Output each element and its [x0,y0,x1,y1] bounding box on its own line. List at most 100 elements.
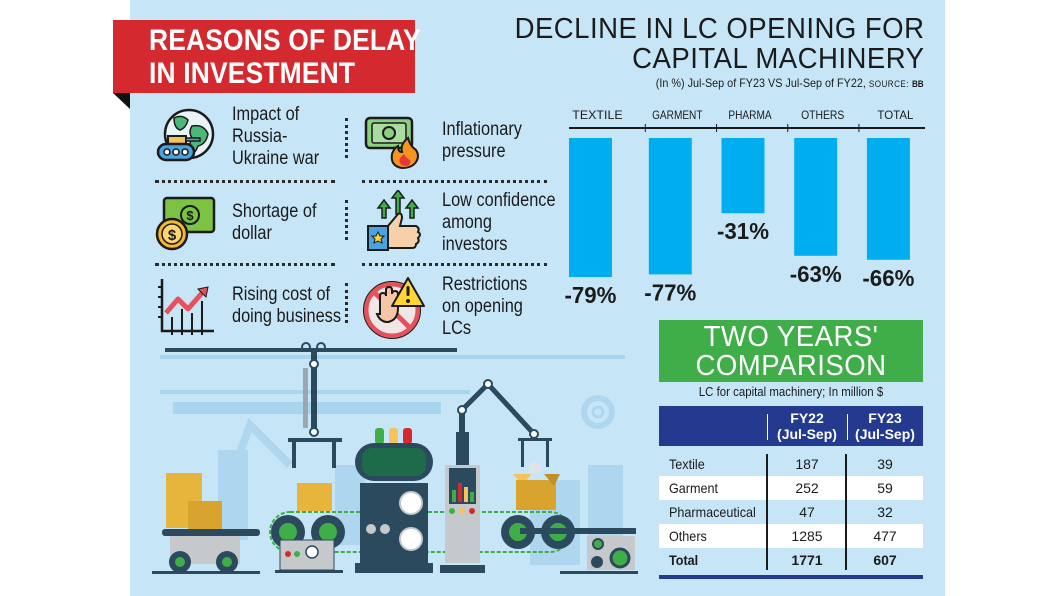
reason-low-confidence: Low confidence among investors [362,190,574,256]
bar-others [794,138,838,256]
reason-label: Restrictions on opening LCs [442,274,527,340]
row-fy23: 59 [877,480,893,496]
comparison-title: TWO YEARS' COMPARISON [659,320,923,382]
reason-label-line: Rising cost of [232,284,331,305]
column-divider [766,454,768,570]
reason-shortage-of-dollar: $ $ Shortage of dollar [152,190,330,256]
reason-label: Inflationary pressure [442,119,522,163]
category-label-pharma: PHARMA [728,108,771,122]
reason-label-line: Ukraine war [232,148,320,169]
bar-textile [569,138,612,278]
reason-label: Low confidence among investors [442,190,556,256]
row-fy23: 39 [877,456,893,472]
reason-divider [345,283,348,323]
reason-label-line: Low confidence [442,190,556,211]
row-name: Garment [669,480,719,496]
table-row: Garment 252 59 [659,476,923,500]
svg-text:$: $ [168,227,177,244]
reason-label-line: pressure [442,141,506,162]
row-fy23: 607 [873,552,897,568]
reason-divider [362,263,547,266]
table-row-total: Total 1771 607 [659,548,923,572]
row-name: Total [669,552,699,568]
stop-hand-warning-icon [363,277,425,339]
chart-subtitle: (In %) Jul-Sep of FY23 VS Jul-Sep of FY2… [656,76,924,90]
table-row: Textile 187 39 [659,452,923,476]
row-fy22: 1285 [791,528,823,544]
banner-title: REASONS OF DELAY IN INVESTMENT [149,24,421,90]
data-label-others: -63% [790,261,842,287]
reason-label-line: dollar [232,223,272,244]
reason-label-line: Shortage of [232,201,317,222]
chart-title-line2: CAPITAL MACHINERY [631,43,924,75]
header-fy22: FY22 (Jul-Sep) [767,410,847,442]
header-divider [847,414,848,440]
reason-label-line: among [442,212,492,233]
reason-divider [362,180,547,183]
table-bottom-rule [659,575,923,579]
bar-total [866,138,910,260]
rising-chart-icon [158,279,214,335]
header-fy23-year: FY23 [868,410,902,426]
category-label-total: TOTAL [877,108,913,122]
comparison-subtitle: LC for capital machinery; In million $ [698,384,884,399]
reason-label-line: Impact of [232,104,300,125]
reason-label-line: investors [442,234,508,255]
column-divider [845,454,847,570]
comparison-title-line1: TWO YEARS' [703,321,879,353]
banner-fold [113,93,130,109]
dollar-bill-coin-icon: $ $ [155,196,216,251]
chart-title-line1: DECLINE IN LC OPENING FOR [514,13,924,45]
category-label-garment: GARMENT [652,108,703,122]
chart-subtitle-text: (In %) Jul-Sep of FY23 VS Jul-Sep of FY2… [656,76,867,90]
source-label: SOURCE: [869,79,910,89]
category-label-others: OTHERS [801,108,844,122]
data-label-pharma: -31% [717,218,769,244]
reason-divider [155,263,335,266]
reason-label: Impact of Russia- Ukraine war [232,104,319,170]
category-label-textile: TEXTILE [572,108,622,122]
reason-label-line: Inflationary [442,119,522,140]
row-name: Textile [669,456,705,472]
bar-pharma [721,138,765,214]
reason-label: Shortage of dollar [232,201,316,245]
reason-label-line: LCs [442,318,472,339]
data-label-textile: -79% [564,282,616,308]
data-label-garment: -77% [644,279,696,305]
banner-title-line2: IN INVESTMENT [149,57,356,90]
globe-tank-icon [156,108,215,162]
reason-divider [155,180,335,183]
reason-rising-cost: Rising cost of doing business [152,273,359,339]
reason-inflationary-pressure: Inflationary pressure [362,108,535,174]
header-fy23: FY23 (Jul-Sep) [847,410,923,442]
row-name: Pharmaceutical [669,504,756,520]
reason-divider [345,200,348,240]
money-fire-icon [364,116,419,170]
bar-garment [648,138,692,275]
row-fy22: 1771 [791,552,823,568]
source-value: BB [912,79,924,89]
table-body: Textile 187 39 Garment 252 59 Pharmaceut… [659,452,923,572]
reason-label-line: doing business [232,306,342,327]
row-fy23: 477 [873,528,897,544]
svg-text:$: $ [186,208,194,223]
factory-assembly-line-icon [152,342,638,574]
row-fy23: 32 [877,504,893,520]
reasons-banner: REASONS OF DELAY IN INVESTMENT [113,20,421,93]
data-label-total: -66% [862,265,914,291]
thumbs-up-arrows-icon [367,190,421,251]
header-fy23-period: (Jul-Sep) [855,426,915,442]
banner-title-line1: REASONS OF DELAY [149,24,421,57]
reason-lc-restrictions: Restrictions on opening LCs [362,274,541,340]
table-header: FY22 (Jul-Sep) FY23 (Jul-Sep) [659,406,923,446]
row-fy22: 47 [799,504,815,520]
chart-title: DECLINE IN LC OPENING FOR CAPITAL MACHIN… [514,14,924,74]
reason-russia-ukraine-war: Impact of Russia- Ukraine war [152,104,333,170]
reason-label-line: Restrictions [442,274,528,295]
header-fy22-period: (Jul-Sep) [777,426,837,442]
reason-label-line: Russia- [232,126,288,147]
header-divider [767,414,768,440]
bar-chart: TEXTILE GARMENT PHARMA OTHERS TOTAL -79% -77%… [564,108,925,308]
table-row: Others 1285 477 [659,524,923,548]
header-fy22-year: FY22 [790,410,824,426]
